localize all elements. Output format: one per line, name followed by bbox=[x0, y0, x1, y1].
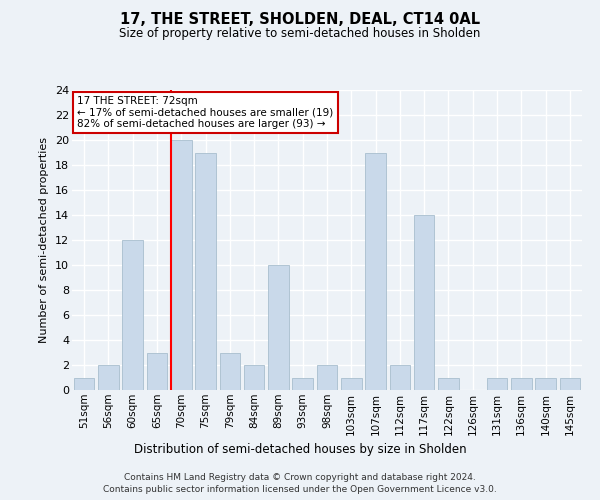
Bar bbox=[146, 352, 167, 390]
Bar bbox=[268, 265, 289, 390]
Bar bbox=[244, 365, 265, 390]
Bar bbox=[535, 378, 556, 390]
Text: 17, THE STREET, SHOLDEN, DEAL, CT14 0AL: 17, THE STREET, SHOLDEN, DEAL, CT14 0AL bbox=[120, 12, 480, 28]
Text: Contains HM Land Registry data © Crown copyright and database right 2024.: Contains HM Land Registry data © Crown c… bbox=[124, 472, 476, 482]
Bar bbox=[195, 152, 216, 390]
Bar bbox=[365, 152, 386, 390]
Bar bbox=[389, 365, 410, 390]
Text: Size of property relative to semi-detached houses in Sholden: Size of property relative to semi-detach… bbox=[119, 28, 481, 40]
Bar bbox=[171, 140, 191, 390]
Bar bbox=[560, 378, 580, 390]
Text: 17 THE STREET: 72sqm
← 17% of semi-detached houses are smaller (19)
82% of semi-: 17 THE STREET: 72sqm ← 17% of semi-detac… bbox=[77, 96, 334, 129]
Bar bbox=[74, 378, 94, 390]
Bar bbox=[317, 365, 337, 390]
Bar bbox=[341, 378, 362, 390]
Bar bbox=[292, 378, 313, 390]
Bar bbox=[414, 215, 434, 390]
Bar bbox=[220, 352, 240, 390]
Text: Distribution of semi-detached houses by size in Sholden: Distribution of semi-detached houses by … bbox=[134, 442, 466, 456]
Text: Contains public sector information licensed under the Open Government Licence v3: Contains public sector information licen… bbox=[103, 485, 497, 494]
Y-axis label: Number of semi-detached properties: Number of semi-detached properties bbox=[40, 137, 49, 343]
Bar bbox=[487, 378, 508, 390]
Bar bbox=[98, 365, 119, 390]
Bar bbox=[438, 378, 459, 390]
Bar bbox=[122, 240, 143, 390]
Bar bbox=[511, 378, 532, 390]
